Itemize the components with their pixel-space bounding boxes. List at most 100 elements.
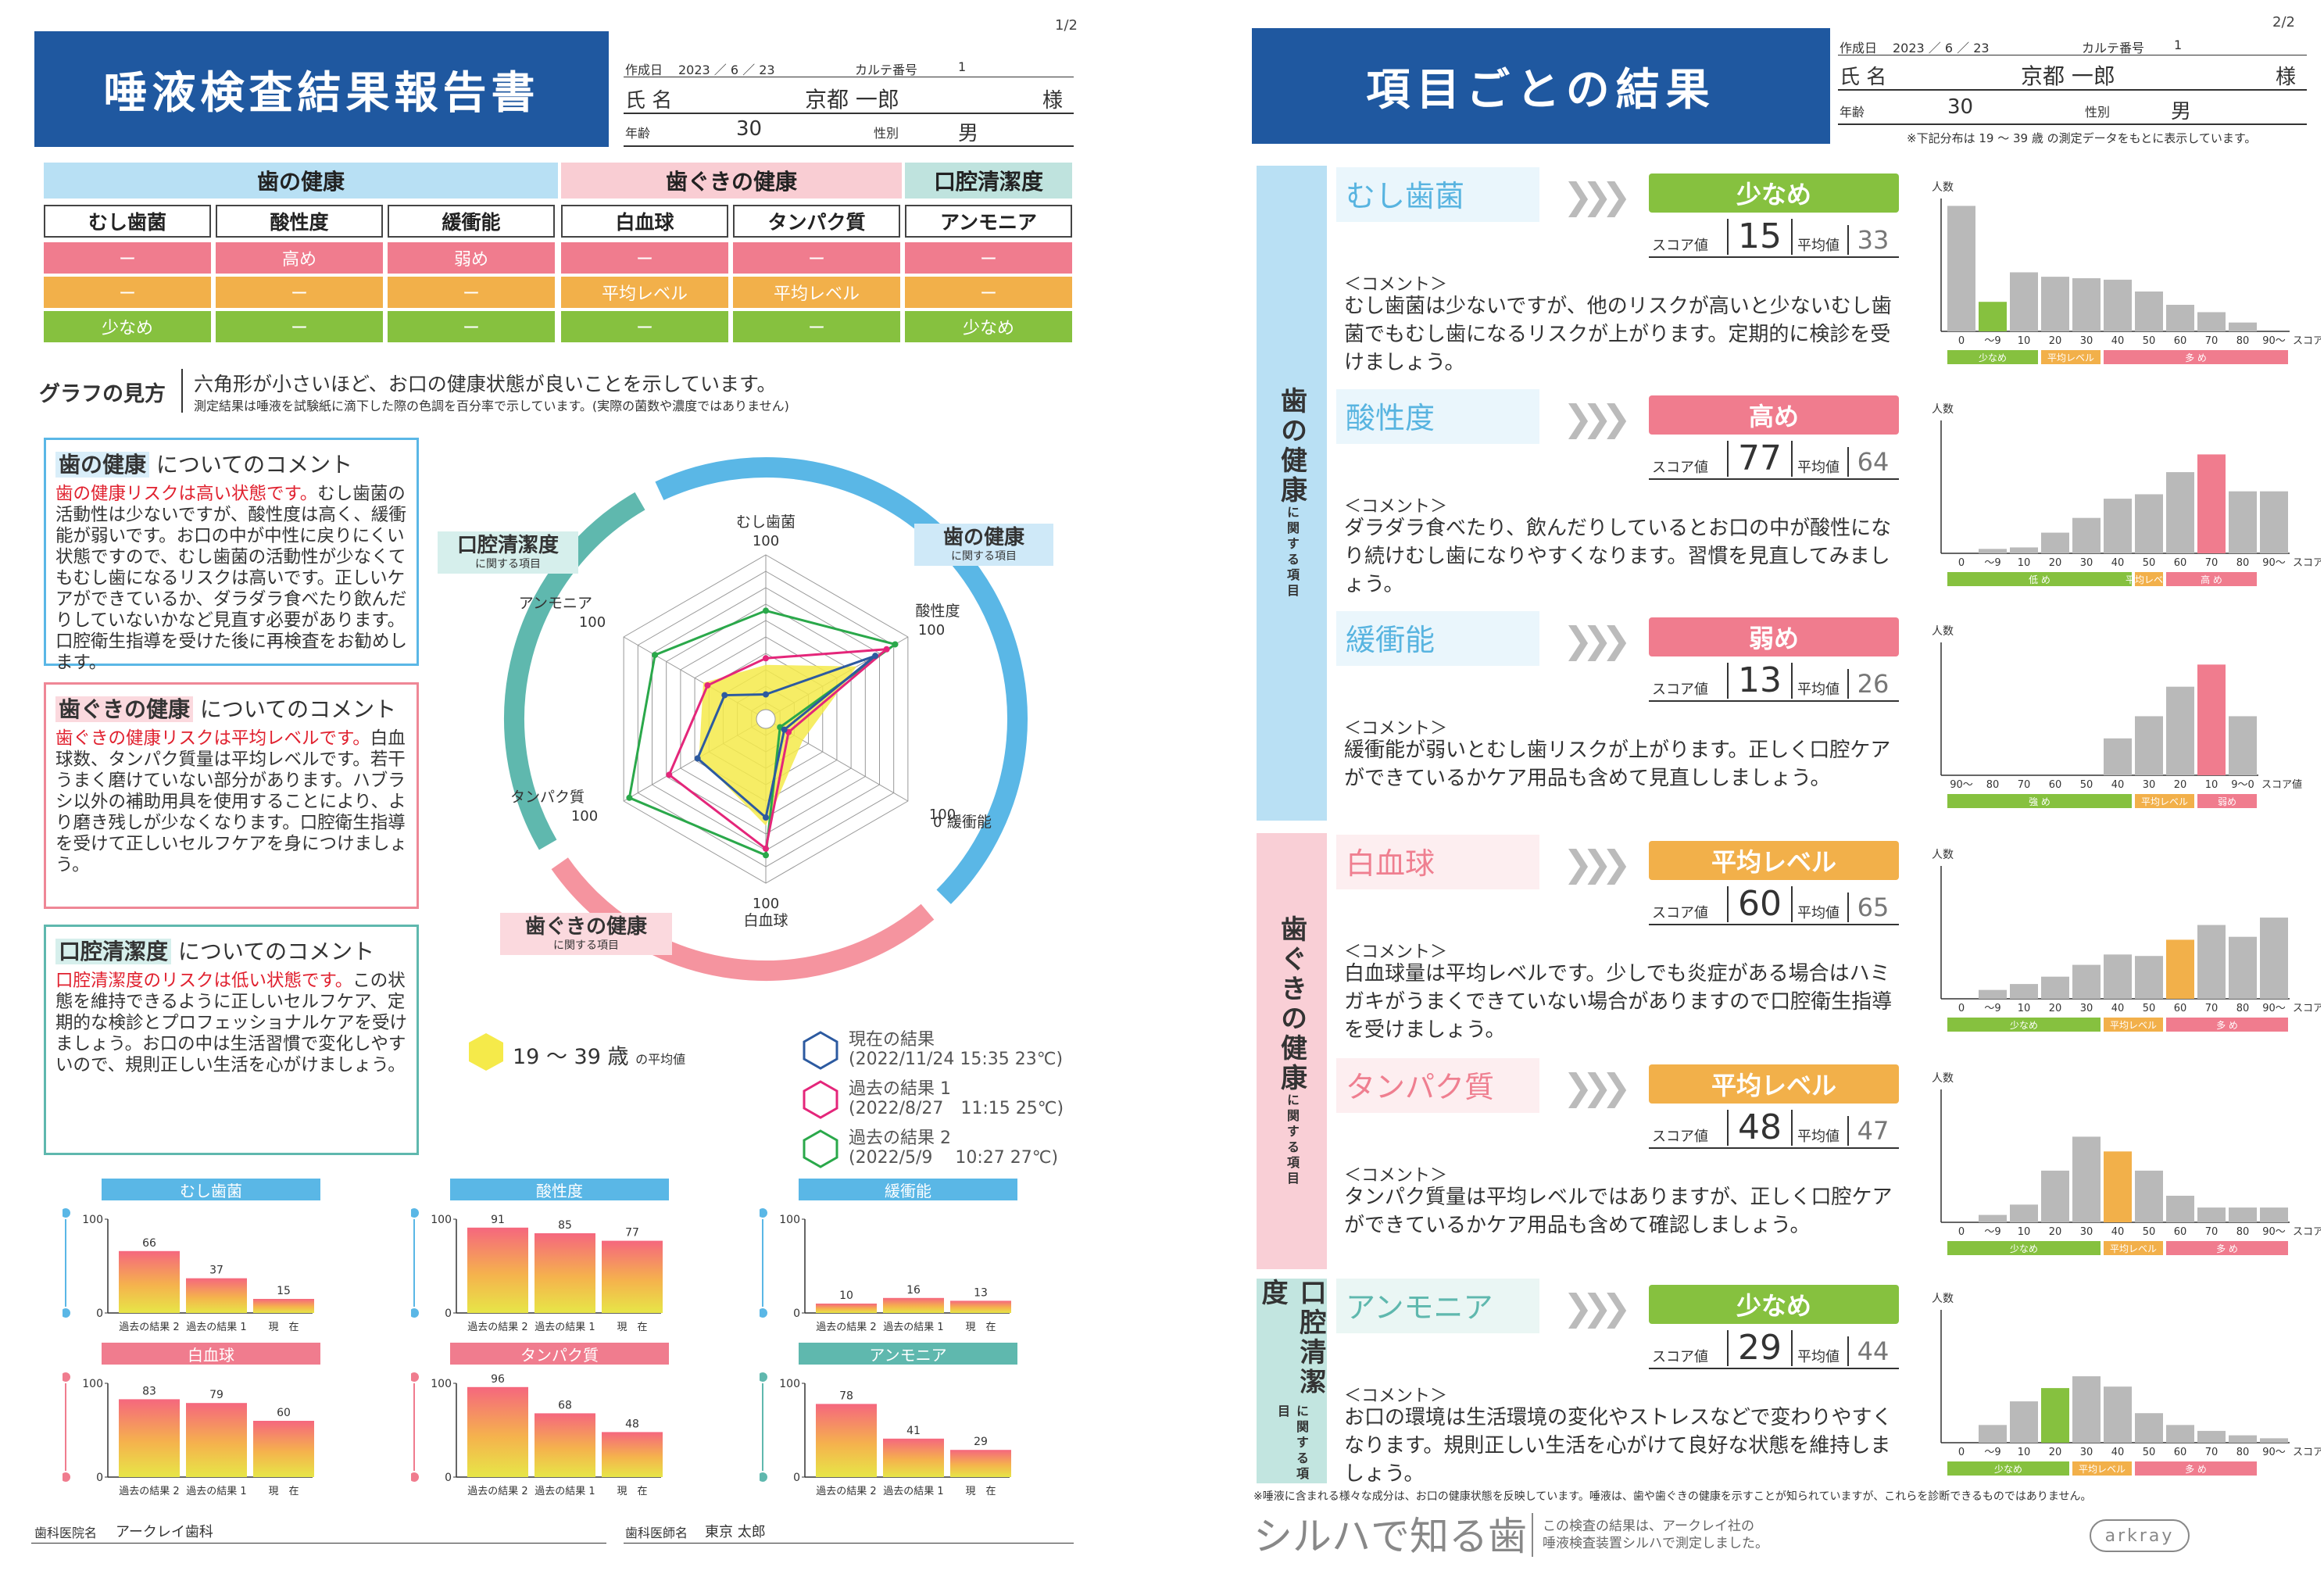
comment-label: ＜コメント＞: [1344, 943, 1448, 962]
hist-tick: 80: [2236, 557, 2250, 569]
hist-tick: 50: [2143, 335, 2156, 347]
legend-now: 現在の結果 (2022/11/24 15:35 23℃): [849, 1030, 1064, 1069]
comment-gum-text: 白血球数、タンパク質量は平均レベルです。若干うまく磨けていない部分があります。ハ…: [55, 728, 408, 875]
mini-bar: [602, 1432, 663, 1477]
mini-bar: [535, 1413, 595, 1477]
mini-tick: 0: [445, 1472, 452, 1484]
mini-bar-category: 過去の結果 1: [186, 1322, 246, 1333]
hist-zone: [1947, 1241, 2101, 1255]
hist-ylabel: 人数: [1932, 625, 1954, 638]
avg-legend-icon: [469, 1033, 503, 1071]
hist-bar: [2072, 964, 2101, 999]
hist-tick: 70: [2205, 557, 2219, 569]
honorific-2: 様: [2276, 66, 2297, 89]
hist-zone-label: 少なめ: [1979, 352, 2007, 363]
hist-bar: [2197, 1430, 2226, 1443]
summary-pink-0: ー: [44, 242, 211, 274]
mini-bar-value: 96: [491, 1373, 505, 1386]
hist-tick: 80: [2236, 1226, 2250, 1238]
summary-orange-4: 平均レベル: [733, 277, 900, 308]
radar-point: [652, 652, 659, 659]
mini-bar-category: 過去の結果 1: [535, 1486, 595, 1497]
avg-value: 33: [1847, 225, 1897, 255]
hist-bar: [1979, 989, 2007, 999]
mini-tick: 100: [82, 1214, 103, 1226]
karte-number: 1: [958, 59, 967, 74]
radar-axis-max: 100: [579, 614, 606, 631]
radar-chart: むし歯菌100酸性度100緩衝能100白血球100タンパク質100アンモニア10…: [438, 457, 1053, 981]
summary-pink-1: 高め: [216, 242, 383, 274]
hist-zone: [2104, 1241, 2163, 1255]
mini-bar-value: 78: [839, 1390, 853, 1402]
hist-tick: 40: [2111, 335, 2125, 347]
good-arrow-bottom: [63, 1472, 70, 1482]
hist-zone-label: 多 め: [2185, 352, 2207, 363]
summary-pink-3: ー: [561, 242, 728, 274]
radar-point: [666, 771, 673, 778]
hist-bar: [2104, 738, 2132, 775]
avg-label: 平均値: [1797, 681, 1840, 698]
hist-tick: 50: [2143, 557, 2156, 569]
comment-clean-head: 口腔清潔度: [55, 939, 172, 964]
hist-zone: [1947, 1018, 2101, 1032]
comment-teeth: 歯の健康 についてのコメント 歯の健康リスクは高い状態です。むし歯菌の活動性は少…: [44, 438, 419, 673]
hist-xsuffix: スコア値: [2293, 334, 2321, 347]
age-label: 年齢: [625, 126, 651, 141]
score-value: 60: [1727, 886, 1793, 922]
mini-bar-value: 77: [625, 1227, 639, 1240]
distribution-chart: 人数 0 ～9 10 20 30 40 50 60 70 80 90～ スコア値少なめ 平均レベル 多 め: [1932, 1072, 2321, 1255]
hist-bar: [2135, 716, 2163, 775]
mini-tick: 100: [779, 1378, 800, 1390]
radar-axis-zero: 0: [933, 814, 942, 831]
radar-axis-label: タンパク質: [510, 789, 585, 806]
hist-bar: [2197, 312, 2226, 331]
hist-ylabel: 人数: [1932, 1293, 1954, 1305]
panel-3: 白血球 ❯❯❯ 平均レベル スコア値 60 平均値 65 ＜コメント＞ 白血球量は平均レベルです…: [1336, 835, 2324, 1046]
hist-tick: 10: [2018, 1447, 2031, 1458]
hist-tick: 0: [1958, 1447, 1965, 1458]
created-label-2: 作成日: [1840, 41, 1878, 55]
level-badge: 弱め: [1649, 617, 1899, 656]
comment-gum-risk: 歯ぐきの健康リスクは平均レベルです。: [55, 728, 370, 749]
panel-title: 白血球: [1336, 835, 1539, 889]
hist-bar: [2104, 499, 2132, 553]
hist-ylabel: 人数: [1932, 1072, 1954, 1085]
mini-bar: [253, 1299, 314, 1313]
panel-title: むし歯菌: [1336, 167, 1539, 222]
hist-zone-label: 平均レベル: [2047, 352, 2094, 363]
level-badge: 少なめ: [1649, 173, 1899, 213]
hist-bar: [2260, 1207, 2288, 1222]
hist-xsuffix: スコア値: [2261, 778, 2302, 791]
comment-label: ＜コメント＞: [1344, 275, 1448, 295]
hist-tick: 90～: [2262, 1447, 2286, 1458]
level-badge: 少なめ: [1649, 1285, 1899, 1324]
hist-tick: 60: [2174, 1447, 2187, 1458]
hist-zone-label: 強 め: [2029, 796, 2050, 807]
panel-4: タンパク質 ❯❯❯ 平均レベル スコア値 48 平均値 47 ＜コメント＞ タンパク質量は平均レ…: [1336, 1058, 2324, 1269]
good-arrow-top: [760, 1208, 767, 1218]
section-teeth: 歯の健康 に関する項目: [1257, 166, 1327, 821]
radar-tag-gum-sub: に関する項目: [553, 939, 619, 952]
created-date: 2023 ／ 6 ／ 23: [678, 63, 775, 77]
hist-bar: [2072, 517, 2101, 553]
mini-bar-category: 過去の結果 1: [186, 1486, 246, 1497]
distribution-note: ※下記分布は 19 ～ 39 歳 の測定データをもとに表示しています。: [1907, 131, 2257, 145]
summary-item-4: タンパク質: [733, 205, 900, 238]
level-badge: 平均レベル: [1649, 841, 1899, 880]
panel-title: 酸性度: [1336, 389, 1539, 444]
hist-zone: [2135, 794, 2194, 808]
hist-tick: 10: [2205, 779, 2219, 791]
summary-pink-4: ー: [733, 242, 900, 274]
now-legend-icon: [803, 1031, 838, 1070]
panel-title: 緩衝能: [1336, 611, 1539, 666]
radar-tag-clean-sub: に関する項目: [475, 558, 541, 571]
radar-point: [763, 845, 769, 852]
doctor-label: 歯科医師名: [625, 1526, 688, 1540]
age-value: 30: [736, 117, 763, 141]
hist-zone-label: 多 め: [2185, 1464, 2207, 1475]
avg-label: 平均値: [1797, 905, 1840, 921]
hist-tick: ～9: [1984, 335, 2000, 347]
radar-tag-clean-bg: [438, 531, 578, 574]
hist-tick: 40: [2111, 1226, 2125, 1238]
score-value: 13: [1727, 663, 1793, 699]
